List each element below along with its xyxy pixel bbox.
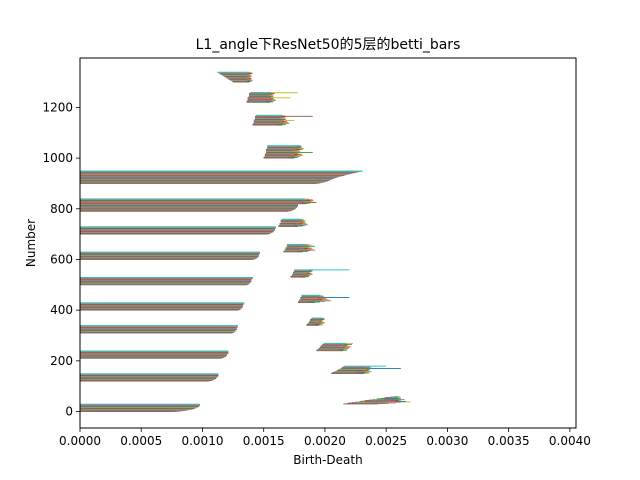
x-tick-label: 0.0015 <box>243 434 285 448</box>
betti-bar <box>372 399 405 401</box>
betti-bar <box>80 302 245 304</box>
x-tick-label: 0.0020 <box>304 434 346 448</box>
x-tick-label: 0.0000 <box>59 434 101 448</box>
betti-bar <box>80 170 363 172</box>
betti-bar <box>217 71 250 73</box>
betti-bar <box>299 300 332 302</box>
plot-area <box>79 57 577 429</box>
betti-bar <box>377 398 399 400</box>
y-tick-label: 600 <box>50 252 73 266</box>
betti-bar <box>250 92 272 93</box>
betti-bar <box>80 373 219 375</box>
y-tick-label: 1200 <box>42 100 73 114</box>
betti-bar <box>311 317 323 319</box>
bars-layer <box>80 71 411 412</box>
betti-bar <box>301 294 321 296</box>
x-tick-label: 0.0005 <box>120 434 162 448</box>
x-tick-label: 0.0030 <box>426 434 468 448</box>
betti-bar <box>267 145 301 147</box>
betti-bar <box>80 350 229 352</box>
y-tick-label: 800 <box>50 202 73 216</box>
y-tick-label: 200 <box>50 354 73 368</box>
x-tick-label: 0.0035 <box>488 434 530 448</box>
x-axis-label: Birth-Death <box>293 453 362 467</box>
y-tick-label: 1000 <box>42 151 73 165</box>
axes-background <box>80 58 576 428</box>
betti-bar <box>300 297 350 298</box>
axes-frame <box>79 57 577 429</box>
betti-bar <box>80 251 261 253</box>
x-tick-label: 0.0010 <box>181 434 223 448</box>
betti-bar <box>80 277 253 278</box>
betti-bar <box>309 322 325 324</box>
betti-bar <box>293 273 313 275</box>
betti-bar <box>323 342 346 344</box>
betti-bar <box>294 269 350 271</box>
betti-bar <box>307 323 324 325</box>
betti-bar <box>250 92 298 94</box>
x-tick-label: 0.0025 <box>365 434 407 448</box>
y-tick-label: 0 <box>65 405 73 419</box>
y-axis: 0 200 400 600 800 1000 1200 <box>42 100 80 419</box>
betti-bar <box>282 218 302 220</box>
betti-bar <box>393 396 399 398</box>
betti-bar <box>80 325 238 327</box>
betti-bar <box>344 365 387 367</box>
betti-bar <box>80 226 276 228</box>
betti-bar <box>300 299 329 301</box>
betti-bar <box>80 198 306 200</box>
x-axis: 0.0000 0.0005 0.0010 0.0015 0.0020 0.0025 0.00… <box>59 428 591 448</box>
betti-bar <box>286 244 308 245</box>
y-tick-label: 400 <box>50 303 73 317</box>
betti-bar <box>80 403 201 405</box>
betti-bar <box>340 368 401 369</box>
betti-bar <box>256 114 283 116</box>
x-tick-label: 0.0040 <box>549 434 591 448</box>
betti-bar <box>284 249 316 251</box>
y-axis-label: Number <box>24 219 38 267</box>
betti-bar <box>255 115 313 117</box>
chart-title: L1_angle下ResNet50的5层的betti_bars <box>196 37 461 53</box>
